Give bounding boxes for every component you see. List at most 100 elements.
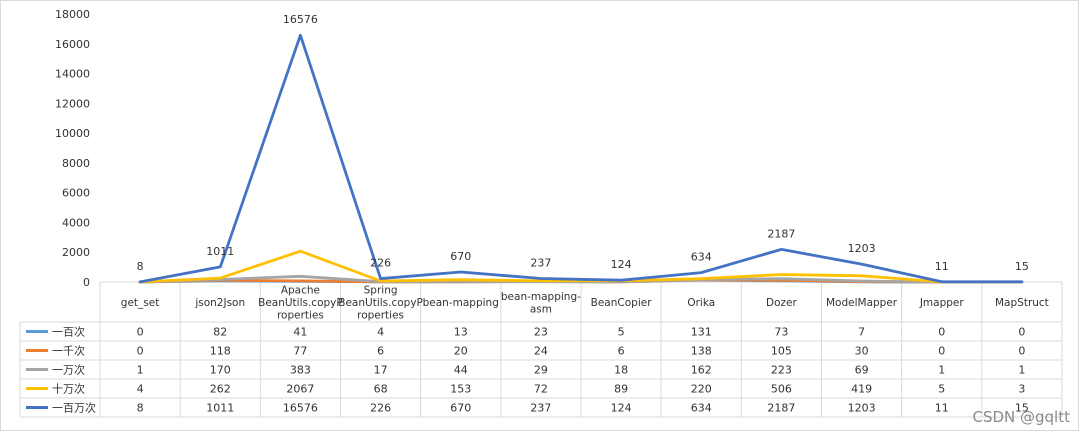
data-label: 634 — [691, 251, 712, 264]
data-label: 226 — [370, 257, 391, 270]
y-tick-label: 2000 — [62, 246, 90, 259]
legend-label: 十万次 — [52, 382, 85, 396]
data-label: 2187 — [767, 227, 795, 240]
table-cell: 1203 — [848, 402, 876, 415]
table-cell: 0 — [938, 345, 945, 358]
category-label: Jmapper — [919, 297, 965, 309]
y-tick-label: 16000 — [55, 38, 90, 51]
category-label: get_set — [121, 297, 160, 309]
table-cell: 89 — [614, 383, 628, 396]
category-label: roperties — [357, 310, 404, 322]
category-label: Dozer — [766, 297, 797, 309]
category-label: bean-mapping- — [501, 291, 581, 303]
legend-label: 一万次 — [52, 363, 85, 377]
table-cell: 20 — [454, 345, 468, 358]
table-cell: 77 — [293, 345, 307, 358]
table-cell: 226 — [370, 402, 391, 415]
table-cell: 0 — [1018, 345, 1025, 358]
data-label: 237 — [530, 256, 551, 269]
category-label: MapStruct — [995, 297, 1049, 309]
table-cell: 634 — [691, 402, 712, 415]
category-label: BeanCopier — [591, 297, 653, 309]
table-cell: 29 — [534, 364, 548, 377]
table-cell: 1 — [938, 364, 945, 377]
table-cell: 3 — [1018, 383, 1025, 396]
category-label: bean-mapping — [423, 297, 499, 309]
table-cell: 16576 — [283, 402, 318, 415]
series-line — [138, 249, 1024, 284]
table-cell: 6 — [618, 345, 625, 358]
table-cell: 11 — [935, 402, 949, 415]
table-cell: 69 — [855, 364, 869, 377]
table-cell: 419 — [851, 383, 872, 396]
table-cell: 170 — [210, 364, 231, 377]
category-label: Apache — [281, 285, 320, 297]
table-cell: 124 — [611, 402, 632, 415]
data-label: 124 — [611, 258, 632, 271]
table-cell: 30 — [855, 345, 869, 358]
table-cell: 4 — [137, 383, 144, 396]
table-cell: 223 — [771, 364, 792, 377]
table-cell: 24 — [534, 345, 548, 358]
category-label: asm — [530, 303, 552, 315]
table-cell: 1011 — [206, 402, 234, 415]
y-tick-label: 10000 — [55, 127, 90, 140]
table-cell: 4 — [377, 326, 384, 339]
data-label: 8 — [137, 260, 144, 273]
table-cell: 8 — [137, 402, 144, 415]
table-cell: 5 — [938, 383, 945, 396]
y-tick-label: 14000 — [55, 68, 90, 81]
table-cell: 138 — [691, 345, 712, 358]
data-label: 670 — [450, 250, 471, 263]
table-cell: 153 — [450, 383, 471, 396]
data-label: 11 — [935, 260, 949, 273]
data-label: 1203 — [848, 242, 876, 255]
table-cell: 68 — [374, 383, 388, 396]
y-tick-label: 18000 — [55, 8, 90, 21]
table-cell: 220 — [691, 383, 712, 396]
category-label: ModelMapper — [826, 297, 898, 309]
table-cell: 5 — [618, 326, 625, 339]
table-cell: 670 — [450, 402, 471, 415]
category-label: BeanUtils.copyP — [258, 297, 343, 309]
table-cell: 15 — [1015, 402, 1029, 415]
table-cell: 237 — [530, 402, 551, 415]
category-label: Orika — [687, 297, 715, 309]
data-label: 1011 — [206, 245, 234, 258]
y-tick-label: 4000 — [62, 216, 90, 229]
table-cell: 82 — [213, 326, 227, 339]
legend-label: 一百次 — [52, 325, 85, 339]
table-cell: 1 — [137, 364, 144, 377]
y-tick-label: 0 — [83, 276, 90, 289]
table-cell: 13 — [454, 326, 468, 339]
y-tick-label: 12000 — [55, 97, 90, 110]
legend-label: 一百万次 — [52, 401, 96, 415]
table-cell: 162 — [691, 364, 712, 377]
y-tick-label: 6000 — [62, 187, 90, 200]
category-label: roperties — [277, 310, 324, 322]
table-cell: 131 — [691, 326, 712, 339]
series-line — [138, 33, 1024, 284]
data-label: 15 — [1015, 260, 1029, 273]
table-cell: 506 — [771, 383, 792, 396]
y-tick-label: 8000 — [62, 157, 90, 170]
table-cell: 41 — [293, 326, 307, 339]
table-cell: 18 — [614, 364, 628, 377]
table-cell: 7 — [858, 326, 865, 339]
table-cell: 0 — [137, 326, 144, 339]
table-cell: 262 — [210, 383, 231, 396]
table-cell: 118 — [210, 345, 231, 358]
table-cell: 73 — [774, 326, 788, 339]
table-cell: 105 — [771, 345, 792, 358]
legend-label: 一千次 — [52, 344, 85, 358]
watermark: CSDN @gqltt — [972, 408, 1070, 426]
table-cell: 72 — [534, 383, 548, 396]
table-cell: 0 — [1018, 326, 1025, 339]
category-label: json2Json — [194, 297, 245, 309]
table-cell: 17 — [374, 364, 388, 377]
category-label: BeanUtils.copyP — [338, 297, 423, 309]
table-cell: 1 — [1018, 364, 1025, 377]
data-label: 16576 — [283, 13, 318, 26]
